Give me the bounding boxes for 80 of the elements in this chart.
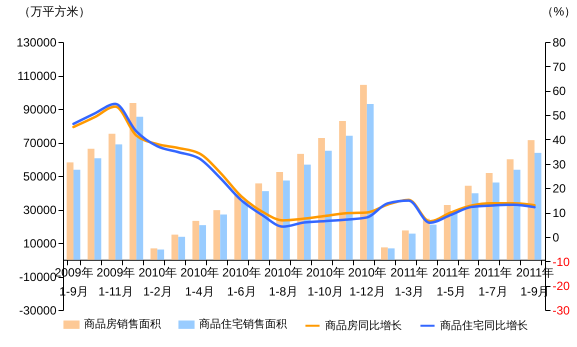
bar xyxy=(450,211,458,260)
y2-tick-label: 60 xyxy=(552,84,566,98)
bar xyxy=(276,172,284,260)
bar xyxy=(514,170,520,260)
legend-label: 商品房同比增长 xyxy=(325,318,402,332)
x-tick-label: 2010年1-12月 xyxy=(348,265,387,298)
y-tick-label: 50000 xyxy=(23,170,57,184)
bar xyxy=(324,150,332,260)
bar xyxy=(262,191,269,260)
bar xyxy=(402,230,409,260)
y-tick-label: 110000 xyxy=(17,69,57,83)
x-tick-label: 2010年1-10月 xyxy=(306,265,345,298)
bar xyxy=(388,248,395,260)
bar xyxy=(178,236,186,260)
y2-tick-label: 0 xyxy=(552,230,560,244)
y2-tick-label: 40 xyxy=(552,132,566,147)
bar xyxy=(339,121,346,260)
bar xyxy=(318,138,325,260)
x-tick-label: 2011年1-3月 xyxy=(390,265,428,298)
bar xyxy=(136,116,144,260)
bar xyxy=(297,154,304,260)
y2-tick-label: 20 xyxy=(552,182,566,196)
bar xyxy=(241,200,248,260)
bar xyxy=(506,159,514,260)
x-tick-label: 2010年1-8月 xyxy=(264,265,303,298)
bar xyxy=(157,250,164,260)
y2-tick-label: 80 xyxy=(552,36,566,50)
x-tick-label: 2009年1-11月 xyxy=(96,265,136,298)
x-tick-label: 2011年1-7月 xyxy=(474,265,512,298)
bar xyxy=(472,193,478,260)
bar xyxy=(150,248,158,260)
bar xyxy=(408,234,416,260)
bar xyxy=(528,140,535,260)
y2-axis-title: （%） xyxy=(542,4,576,18)
y-tick-label: -10000 xyxy=(19,270,57,284)
y-axis-title: （万平方米） xyxy=(18,4,90,18)
y-tick-label: 10000 xyxy=(23,236,57,250)
bar xyxy=(304,164,311,260)
bar xyxy=(381,247,388,260)
bar xyxy=(234,194,242,260)
bar xyxy=(464,186,472,260)
x-tick-label: 2010年1-6月 xyxy=(222,265,261,298)
x-tick-label: 2010年1-2月 xyxy=(138,265,178,298)
y-tick-label: 130000 xyxy=(16,36,57,50)
bar xyxy=(108,134,116,260)
y2-tick-label: 30 xyxy=(552,157,566,172)
x-tick-label: 2010年1-4月 xyxy=(180,265,220,298)
y2-tick-label: -30 xyxy=(552,304,570,318)
bar xyxy=(492,182,500,260)
bar xyxy=(192,220,200,260)
bar xyxy=(171,234,178,260)
x-tick-label: 2011年1-5月 xyxy=(432,265,470,298)
bar xyxy=(115,144,122,260)
bar xyxy=(73,170,80,260)
bar xyxy=(486,172,493,260)
bar xyxy=(534,152,542,260)
bar xyxy=(66,162,74,260)
y2-tick-label: 50 xyxy=(552,108,566,123)
y-tick-label: -30000 xyxy=(19,304,57,318)
y-tick-label: 90000 xyxy=(23,102,57,116)
bar xyxy=(366,104,374,260)
bar xyxy=(220,214,227,260)
y-tick-label: 30000 xyxy=(23,203,57,217)
y2-tick-label: 70 xyxy=(552,60,566,74)
bar xyxy=(430,224,437,260)
legend-label: 商品房销售面积 xyxy=(84,318,161,331)
legend-label: 商品住宅销售面积 xyxy=(199,318,287,331)
y-tick-label: 70000 xyxy=(23,136,57,150)
bar xyxy=(283,180,290,260)
bar xyxy=(130,102,136,260)
y2-tick-label: -10 xyxy=(552,254,570,269)
bar xyxy=(94,158,102,260)
legend-label: 商品住宅同比增长 xyxy=(440,318,528,332)
bar xyxy=(346,136,353,260)
bar xyxy=(88,148,94,260)
bar xyxy=(199,225,206,260)
bar xyxy=(360,84,367,260)
bar xyxy=(213,210,220,260)
y2-tick-label: 10 xyxy=(552,206,566,220)
y2-tick-label: -20 xyxy=(552,279,570,294)
